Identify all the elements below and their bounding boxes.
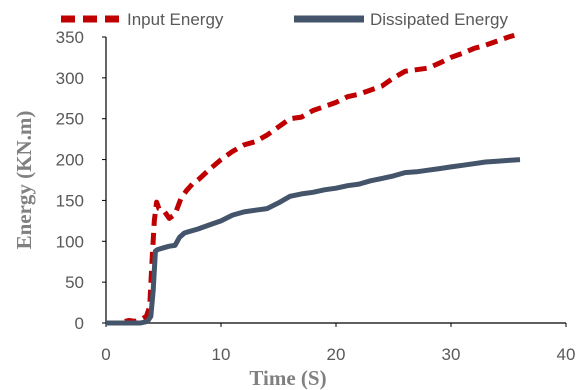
series-line-input-energy [106,32,515,326]
x-tick-label: 10 [212,345,231,364]
y-tick-label: 100 [56,232,84,251]
x-tick-label: 0 [101,345,110,364]
legend: Input Energy Dissipated Energy [61,10,508,29]
legend-label-input-energy: Input Energy [127,10,224,29]
legend-label-dissipated-energy: Dissipated Energy [370,10,508,29]
x-tick-label: 30 [442,345,461,364]
y-tick-label: 250 [56,110,84,129]
axes-layer [102,36,567,327]
x-tick-label: 20 [327,345,346,364]
y-tick-label: 300 [56,69,84,88]
y-tick-label: 0 [75,314,84,333]
series-line-dissipated-energy [106,157,521,326]
y-tick-label: 350 [56,28,84,47]
y-tick-label: 200 [56,151,84,170]
y-tick-labels: 0 50 100 150 200 250 300 350 [56,28,84,333]
y-tick-label: 50 [65,273,84,292]
x-tick-label: 40 [557,345,576,364]
y-tick-label: 150 [56,191,84,210]
y-axis-title: Energy (KN.m) [12,111,36,250]
x-tick-labels: 0 10 20 30 40 [101,345,575,364]
x-axis-title: Time (S) [249,366,326,390]
series-layer [106,32,521,326]
